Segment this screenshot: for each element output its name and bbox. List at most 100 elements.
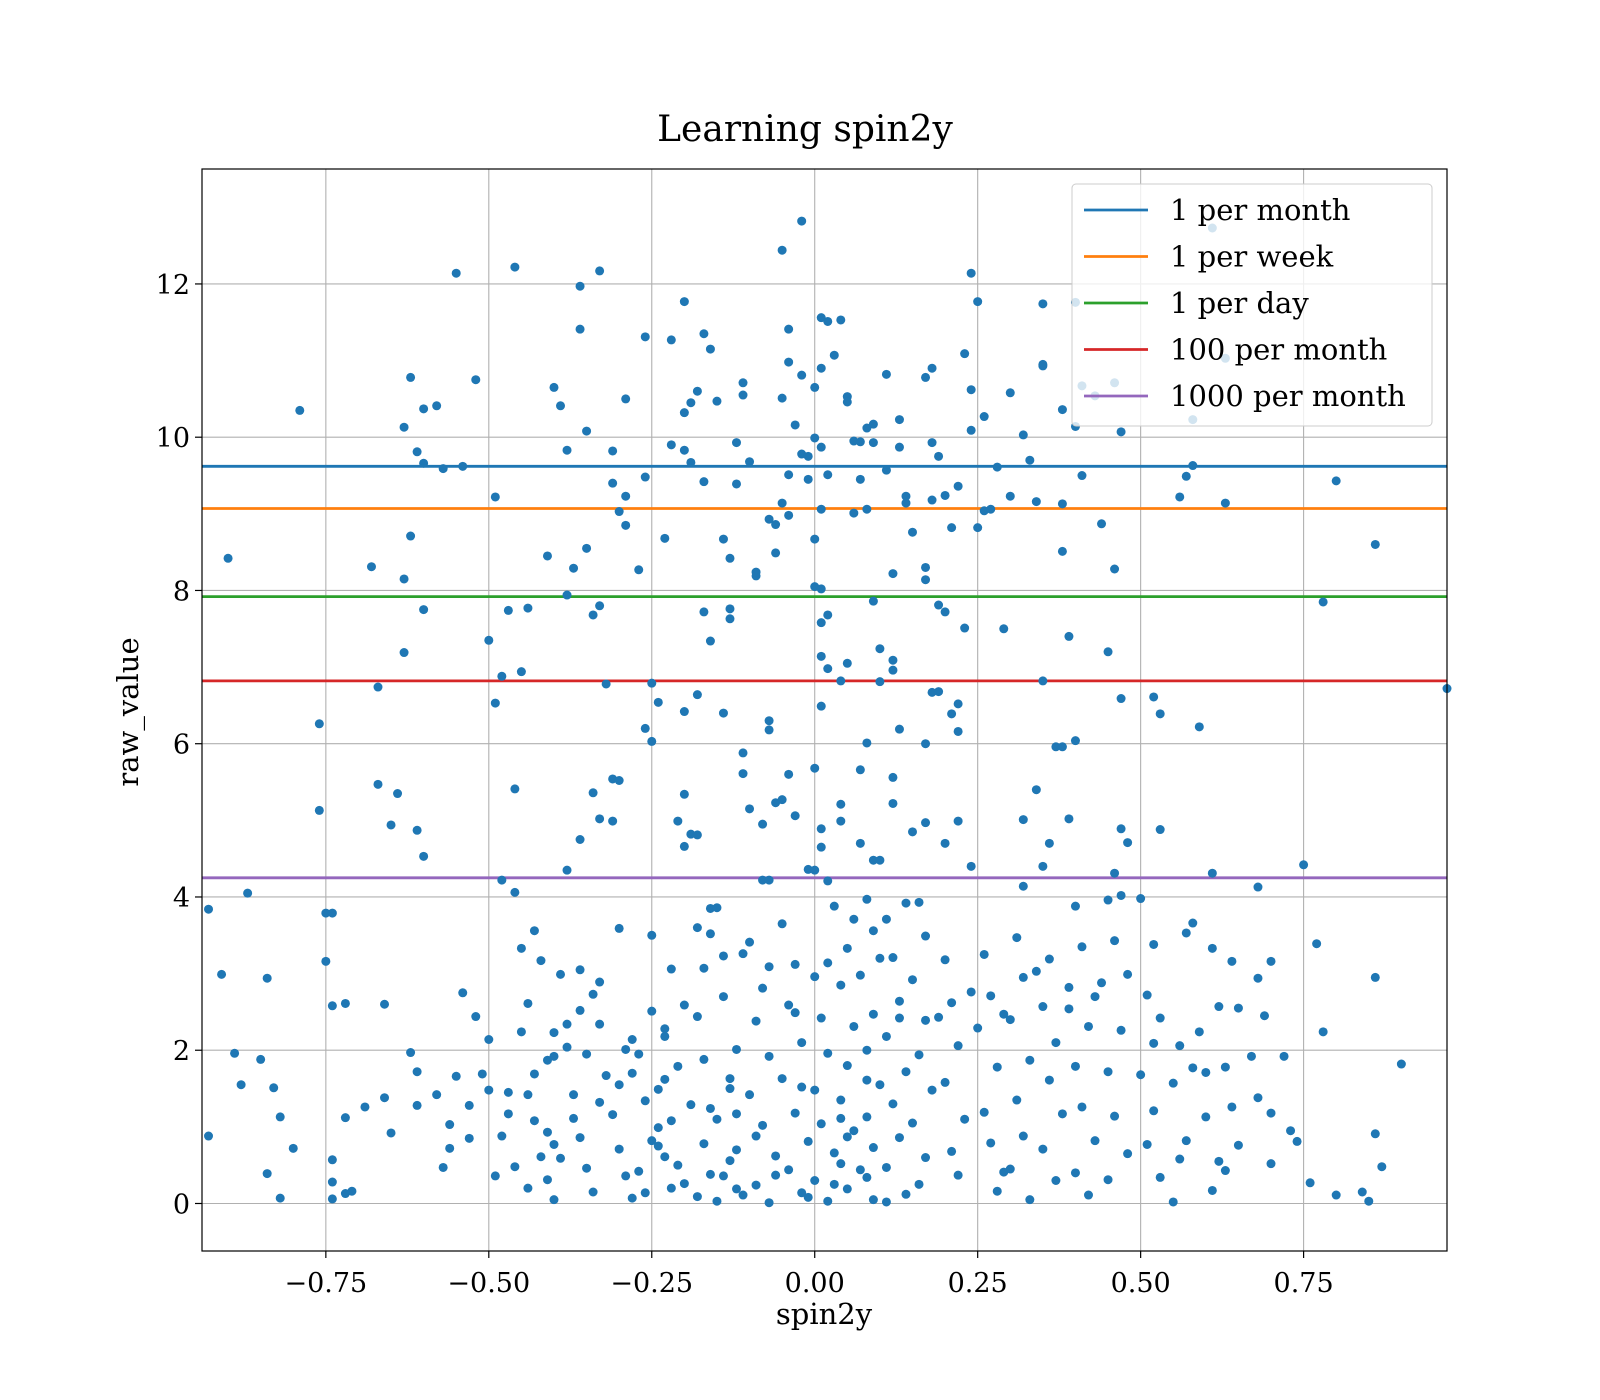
data-point (953, 699, 963, 709)
data-point (516, 1027, 526, 1037)
data-point (1064, 631, 1074, 641)
data-point (1331, 476, 1341, 486)
data-point (621, 1171, 631, 1181)
data-point (692, 1192, 702, 1202)
data-point (927, 687, 937, 697)
data-point (484, 1035, 494, 1045)
data-point (940, 955, 950, 965)
data-point (868, 419, 878, 429)
data-point (660, 1024, 670, 1034)
data-point (471, 1012, 481, 1022)
data-point (497, 671, 507, 681)
data-point (1259, 1011, 1269, 1021)
data-point (784, 357, 794, 367)
data-point (647, 1006, 657, 1016)
data-point (380, 1093, 390, 1103)
data-point (327, 1194, 337, 1204)
data-point (1149, 1106, 1159, 1116)
data-point (738, 769, 748, 779)
data-point (816, 824, 826, 834)
data-point (295, 405, 305, 415)
legend-label: 1 per day (1170, 286, 1309, 320)
data-point (927, 1085, 937, 1095)
data-point (1396, 1059, 1406, 1069)
data-point (1207, 943, 1217, 953)
data-point (823, 316, 833, 326)
data-point (288, 1143, 298, 1153)
data-point (1266, 956, 1276, 966)
data-point (1136, 1070, 1146, 1080)
data-point (764, 1198, 774, 1208)
data-point (393, 789, 403, 799)
data-point (542, 1127, 552, 1137)
data-point (686, 398, 696, 408)
data-point (888, 655, 898, 665)
data-point (386, 1128, 396, 1138)
data-point (881, 1031, 891, 1041)
data-point (823, 876, 833, 886)
data-point (758, 1120, 768, 1130)
data-point (419, 605, 429, 615)
data-point (986, 1138, 996, 1148)
data-point (445, 1120, 455, 1130)
data-point (510, 784, 520, 794)
data-point (204, 1131, 214, 1141)
data-point (725, 614, 735, 624)
data-point (927, 363, 937, 373)
data-point (464, 1133, 474, 1143)
data-point (1110, 564, 1120, 574)
data-point (314, 805, 324, 815)
data-point (855, 474, 865, 484)
data-point (686, 1100, 696, 1110)
data-point (660, 1074, 670, 1084)
data-point (705, 636, 715, 646)
data-point (653, 1141, 663, 1151)
data-point (653, 1123, 663, 1133)
data-point (464, 1100, 474, 1110)
data-point (373, 779, 383, 789)
data-point (262, 973, 272, 983)
data-point (764, 962, 774, 972)
data-point (575, 1005, 585, 1015)
data-point (1044, 1075, 1054, 1085)
data-point (764, 514, 774, 524)
data-point (666, 335, 676, 345)
data-point (562, 1042, 572, 1052)
data-point (875, 953, 885, 963)
data-point (484, 1085, 494, 1095)
data-point (419, 458, 429, 468)
data-point (842, 397, 852, 407)
data-point (1116, 694, 1126, 704)
data-point (1012, 1095, 1022, 1105)
data-point (1083, 1021, 1093, 1031)
data-point (1188, 918, 1198, 928)
data-point (934, 1012, 944, 1022)
data-point (1116, 427, 1126, 437)
data-point (823, 1196, 833, 1206)
data-point (1051, 1176, 1061, 1186)
data-point (1227, 1102, 1237, 1112)
data-point (960, 349, 970, 359)
data-point (692, 1012, 702, 1022)
data-point (947, 709, 957, 719)
data-point (699, 963, 709, 973)
data-point (269, 1083, 279, 1093)
data-point (1090, 1136, 1100, 1146)
data-point (640, 1188, 650, 1198)
data-point (1181, 928, 1191, 938)
data-point (907, 1118, 917, 1128)
data-point (842, 943, 852, 953)
data-point (881, 465, 891, 475)
data-point (1116, 1025, 1126, 1035)
data-point (614, 507, 624, 517)
data-point (842, 1061, 852, 1071)
data-point (692, 690, 702, 700)
data-point (595, 814, 605, 824)
data-point (797, 1038, 807, 1048)
data-point (712, 903, 722, 913)
data-point (868, 855, 878, 865)
data-point (1025, 1195, 1035, 1205)
data-point (666, 440, 676, 450)
data-point (204, 904, 214, 914)
